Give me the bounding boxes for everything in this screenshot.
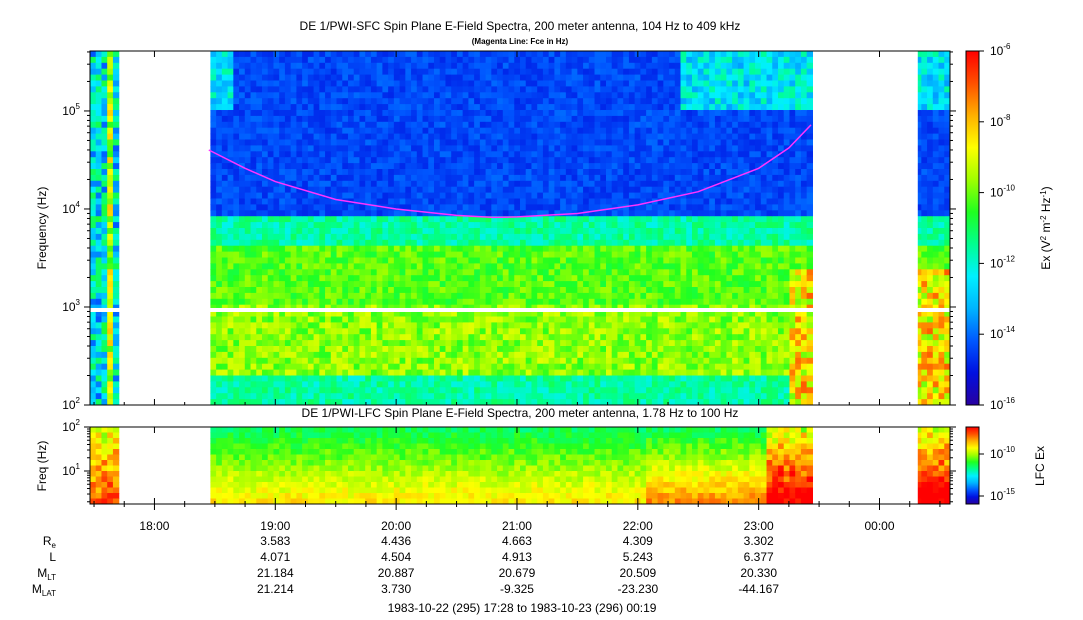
sfc-spectrogram-panel: 105 104 103 102 Frequency (Hz) — [35, 50, 956, 412]
time-tick-label: 20:00 — [381, 519, 411, 533]
time-tick-label: 22:00 — [623, 519, 653, 533]
sfc-colorbar-frame — [965, 50, 980, 406]
sfc-data-gaps — [120, 51, 918, 405]
sfc-colorbar: 10-6 10-8 10-10 10-12 10-14 10-16 Ex (V2 m-2 … — [965, 42, 1054, 412]
sfc-y-axis-ticks: 105 104 103 102 — [62, 51, 956, 412]
ephemeris-value: 21.184 — [257, 566, 294, 580]
ephemeris-value: 3.302 — [744, 534, 774, 548]
ephemeris-value: 20.887 — [378, 566, 415, 580]
ephemeris-row-label: MLAT — [32, 582, 56, 598]
ephemeris-value: 6.377 — [744, 550, 774, 564]
data-gap — [120, 427, 209, 504]
lfc-colorbar-frame — [965, 426, 980, 505]
ephemeris-value: 20.679 — [499, 566, 536, 580]
lfc-y-tick-label: 101 — [62, 462, 80, 478]
ephemeris-value: -23.230 — [617, 582, 658, 596]
time-tick-label: 23:00 — [744, 519, 774, 533]
sfc-colorbar-tick-label: 10-14 — [990, 325, 1015, 341]
ephemeris-value: 3.730 — [381, 582, 411, 596]
fce-magenta-line — [208, 124, 812, 219]
sfc-y-tick-label: 103 — [62, 298, 80, 314]
time-tick-label: 18:00 — [139, 519, 169, 533]
ephemeris-value: -9.325 — [500, 582, 534, 596]
sfc-colorbar-tick-label: 10-8 — [990, 113, 1011, 129]
sfc-colorbar-tick-label: 10-12 — [990, 254, 1015, 270]
time-tick-label: 19:00 — [260, 519, 290, 533]
ephemeris-value: 21.214 — [257, 582, 294, 596]
ephemeris-table: 3.583 4.071 21.184 21.214 4.436 4.504 20.887 3.… — [257, 534, 779, 596]
lfc-colorbar-tick-label: 10-15 — [990, 487, 1015, 503]
data-gap — [815, 51, 918, 405]
lfc-spectrogram-cells — [90, 427, 950, 504]
ephemeris-value: 4.309 — [623, 534, 653, 548]
ephemeris-value: 20.509 — [619, 566, 656, 580]
lfc-colorbar-ticks: 10-10 10-15 — [979, 445, 1015, 503]
ephemeris-value: 5.243 — [623, 550, 653, 564]
sfc-colorbar-tick-label: 10-6 — [990, 42, 1011, 58]
lfc-y-tick-label: 102 — [62, 418, 80, 434]
ephemeris-value: 4.663 — [502, 534, 532, 548]
lfc-plot-frame — [89, 426, 951, 505]
data-gap — [120, 51, 209, 405]
sfc-colorbar-ticks: 10-6 10-8 10-10 10-12 10-14 10-16 — [979, 42, 1015, 412]
sfc-y-tick-label: 104 — [62, 200, 80, 216]
time-tick-label: 00:00 — [864, 519, 894, 533]
sfc-y-axis-label: Frequency (Hz) — [35, 187, 49, 270]
lfc-colorbar-gradient — [966, 427, 979, 504]
ephemeris-value: 3.583 — [260, 534, 290, 548]
ephemeris-value: 20.330 — [740, 566, 777, 580]
sfc-chart-subtitle: (Magenta Line: Fce in Hz) — [472, 37, 569, 46]
sfc-plot-frame — [89, 50, 951, 406]
sfc-spectrogram-cells — [90, 51, 950, 405]
lfc-spectrogram-panel: 102 101 Freq (Hz) — [35, 418, 956, 505]
lfc-y-axis-ticks: 102 101 — [62, 418, 956, 503]
ephemeris-value: 4.913 — [502, 550, 532, 564]
sfc-colorbar-gradient — [966, 51, 979, 405]
lfc-colorbar: 10-10 10-15 LFC Ex — [965, 426, 1047, 505]
sfc-colorbar-tick-label: 10-16 — [990, 396, 1015, 412]
sfc-colorbar-label: Ex (V2 m-2 Hz-1) — [1039, 186, 1054, 269]
ephemeris-value: 4.436 — [381, 534, 411, 548]
ephemeris-row-label: L — [49, 550, 56, 564]
data-gap — [815, 427, 918, 504]
lfc-y-axis-label: Freq (Hz) — [35, 441, 49, 492]
ephemeris-value: 4.071 — [260, 550, 290, 564]
ephemeris-row-label: MLT — [37, 566, 56, 582]
ephemeris-value: -44.167 — [738, 582, 779, 596]
ephemeris-row-label: Re — [43, 534, 57, 550]
sfc-chart-title: DE 1/PWI-SFC Spin Plane E-Field Spectra,… — [300, 19, 741, 33]
sfc-y-tick-label: 102 — [62, 396, 80, 412]
lfc-data-gaps — [120, 427, 918, 504]
time-axis: 18:00 19:00 20:00 21:00 22:00 23:00 00:00 — [93, 51, 941, 533]
lfc-colorbar-tick-label: 10-10 — [990, 445, 1015, 461]
time-tick-label: 21:00 — [502, 519, 532, 533]
ephemeris-value: 4.504 — [381, 550, 411, 564]
lfc-colorbar-label: LFC Ex — [1033, 446, 1047, 486]
sfc-y-tick-label: 105 — [62, 102, 80, 118]
sfc-colorbar-tick-label: 10-10 — [990, 184, 1015, 200]
lfc-chart-title: DE 1/PWI-LFC Spin Plane E-Field Spectra,… — [302, 406, 739, 420]
time-range-footer: 1983-10-22 (295) 17:28 to 1983-10-23 (29… — [388, 601, 657, 615]
